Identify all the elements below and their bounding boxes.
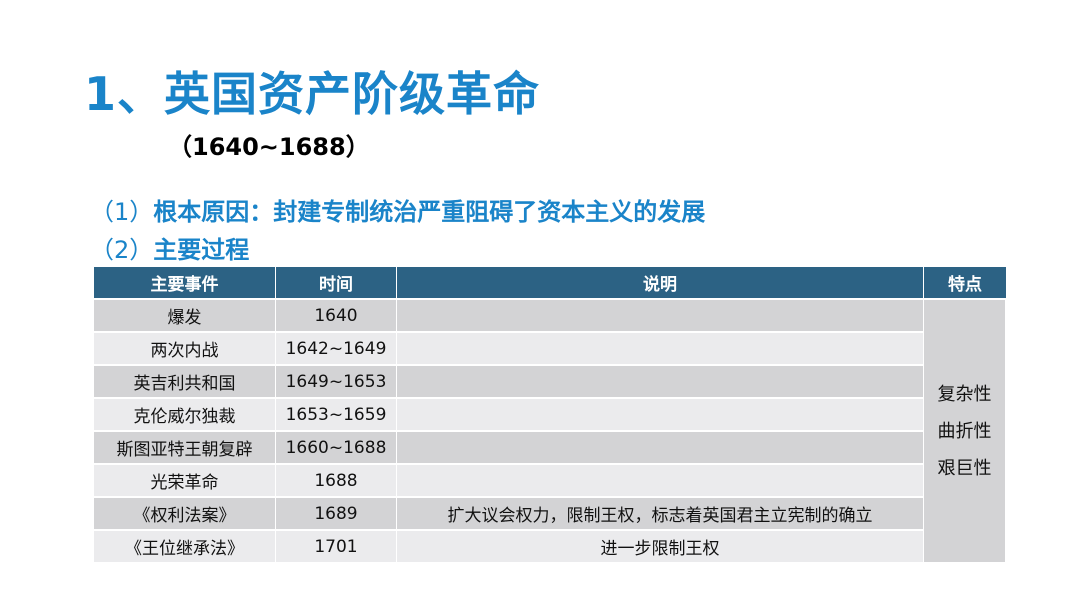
feature-complexity: 复杂性 — [937, 383, 992, 405]
header-note: 说明 — [397, 267, 924, 300]
note-cell: 进一步限制王权 — [397, 531, 924, 564]
point-root-cause: （1）根本原因：封建专制统治严重阻碍了资本主义的发展 — [90, 192, 705, 227]
time-cell: 1660~1688 — [276, 432, 397, 465]
note-cell: 扩大议会权力，限制王权，标志着英国君主立宪制的确立 — [397, 498, 924, 531]
table-row: 爆发 1640 复杂性 曲折性 艰巨性 — [94, 300, 1006, 564]
point-text: 主要过程 — [153, 236, 250, 264]
point-text: 根本原因：封建专制统治严重阻碍了资本主义的发展 — [153, 198, 706, 226]
event-cell: 英吉利共和国 — [94, 366, 276, 399]
time-cell: 1640 — [276, 300, 397, 333]
table-row: 斯图亚特王朝复辟 1660~1688 — [94, 432, 1006, 465]
table-row: 《王位继承法》 1701 进一步限制王权 — [94, 531, 1006, 564]
note-cell — [397, 465, 924, 498]
slide-title: 1、英国资产阶级革命 — [84, 67, 541, 121]
event-cell: 光荣革命 — [94, 465, 276, 498]
table-row: 《权利法案》 1689 扩大议会权力，限制王权，标志着英国君主立宪制的确立 — [94, 498, 1006, 531]
time-cell: 1701 — [276, 531, 397, 564]
feature-tortuous: 曲折性 — [937, 420, 992, 442]
table-row: 英吉利共和国 1649~1653 — [94, 366, 1006, 399]
table-row: 两次内战 1642~1649 — [94, 333, 1006, 366]
point-number: （1） — [90, 198, 154, 226]
time-cell: 1642~1649 — [276, 333, 397, 366]
note-cell — [397, 333, 924, 366]
time-cell: 1653~1659 — [276, 399, 397, 432]
event-cell: 斯图亚特王朝复辟 — [94, 432, 276, 465]
time-cell: 1649~1653 — [276, 366, 397, 399]
note-cell — [397, 300, 924, 333]
event-cell: 克伦威尔独裁 — [94, 399, 276, 432]
header-time: 时间 — [276, 267, 397, 300]
point-number: （2） — [90, 236, 154, 264]
event-cell: 《王位继承法》 — [94, 531, 276, 564]
note-cell — [397, 432, 924, 465]
event-cell: 爆发 — [94, 300, 276, 333]
events-table: 主要事件 时间 说明 特点 爆发 1640 复杂性 曲折性 艰巨性 两次内战 1… — [94, 267, 1006, 564]
table-header-row: 主要事件 时间 说明 特点 — [94, 267, 1006, 300]
event-cell: 两次内战 — [94, 333, 276, 366]
note-cell — [397, 366, 924, 399]
table-row: 克伦威尔独裁 1653~1659 — [94, 399, 1006, 432]
feature-arduous: 艰巨性 — [937, 457, 992, 479]
note-cell — [397, 399, 924, 432]
point-main-process: （2）主要过程 — [90, 230, 249, 265]
feature-cell: 复杂性 曲折性 艰巨性 — [924, 300, 1006, 564]
table-row: 光荣革命 1688 — [94, 465, 1006, 498]
time-cell: 1688 — [276, 465, 397, 498]
slide-subtitle: （1640~1688） — [168, 133, 370, 161]
time-cell: 1689 — [276, 498, 397, 531]
event-cell: 《权利法案》 — [94, 498, 276, 531]
header-feature: 特点 — [924, 267, 1006, 300]
header-event: 主要事件 — [94, 267, 276, 300]
